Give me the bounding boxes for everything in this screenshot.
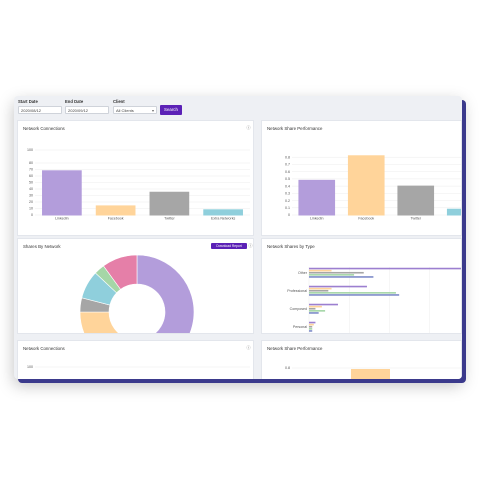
y-tick-label: 0.2 — [285, 199, 290, 203]
bar — [446, 208, 461, 216]
y-tick-label: 0.8 — [285, 366, 290, 370]
pie-slice — [103, 254, 138, 290]
shares-by-network-chart — [79, 254, 196, 333]
y-tick-label: 20 — [29, 200, 33, 204]
info-icon[interactable]: ⓘ — [248, 243, 253, 248]
info-icon[interactable]: ⓘ — [246, 125, 251, 130]
x-tick-label: Extra Networks — [211, 217, 236, 221]
bar — [397, 185, 435, 216]
bar — [149, 191, 190, 216]
x-tick-label: Facebook — [358, 217, 374, 221]
bar — [351, 369, 390, 379]
x-tick-label: Twitter — [164, 217, 175, 221]
client-select-value: All Clients — [116, 108, 134, 113]
network-connections-card-2: Network Connections ⓘ 100 — [17, 340, 254, 379]
x-tick-label: Facebook — [108, 217, 124, 221]
y-tick-label: 60 — [29, 174, 33, 178]
y-tick-label: 10 — [29, 207, 33, 211]
y-tick-label: 0.5 — [285, 177, 290, 181]
start-date-field[interactable]: 2020/08/12 — [18, 106, 62, 114]
network-connections-title-2: Network Connections — [23, 346, 65, 351]
network-shares-by-type-card: Network Shares by Type Other Professional… — [261, 238, 462, 334]
shares-by-network-card: Shares By Network Download Report ⓘ — [17, 238, 254, 334]
client-label: Client — [113, 99, 125, 104]
bar — [309, 307, 316, 310]
bar — [309, 271, 364, 274]
bar — [309, 312, 319, 314]
network-connections-card: Network Connections ⓘ 0 10 20 30 40 50 60 70 80 1… — [17, 120, 254, 236]
network-connections-title: Network Connections — [23, 126, 65, 131]
bar — [309, 303, 338, 306]
pie-slice — [136, 254, 195, 333]
y-tick-label: Composed — [290, 307, 307, 311]
y-tick-label: 70 — [29, 168, 33, 172]
network-share-performance-chart-2: 0.8 — [285, 366, 461, 379]
y-tick-label: Professional — [287, 289, 307, 293]
y-tick-label: 100 — [27, 148, 33, 152]
x-tick-label: Twitter — [410, 217, 421, 221]
bar — [309, 285, 367, 288]
network-shares-by-type-chart: Other Professional Composed Personal — [287, 267, 461, 333]
network-share-performance-title: Network Share Performance — [267, 126, 323, 131]
download-report-button[interactable]: Download Report — [211, 243, 247, 249]
dashboard-window: Start Date 2020/08/12 End Date 2020/09/1… — [14, 96, 462, 379]
start-date-label: Start Date — [18, 99, 38, 104]
info-icon[interactable]: ⓘ — [246, 345, 251, 350]
y-tick-label: Personal — [293, 325, 307, 329]
bar — [309, 267, 461, 270]
y-tick-label: 40 — [29, 187, 33, 191]
y-tick-label: 80 — [29, 161, 33, 165]
bar — [42, 170, 82, 216]
end-date-label: End Date — [65, 99, 84, 104]
network-share-performance-card: Network Share Performance 0 0.1 0.2 0.3 0.4 0… — [261, 120, 462, 236]
bar — [309, 330, 313, 332]
bar — [309, 305, 322, 308]
y-tick-label: 50 — [29, 181, 33, 185]
y-tick-label: 0 — [288, 213, 290, 217]
x-tick-label: LinkedIn — [55, 217, 69, 221]
y-tick-label: 0.8 — [285, 155, 290, 159]
bar — [95, 205, 136, 216]
bar — [309, 287, 332, 290]
y-tick-label: 0 — [31, 213, 33, 217]
x-tick-label: LinkedIn — [310, 217, 324, 221]
end-date-field[interactable]: 2020/09/12 — [65, 106, 109, 114]
bar — [298, 179, 336, 216]
y-tick-label: 0.3 — [285, 192, 290, 196]
network-share-performance-title-2: Network Share Performance — [267, 346, 323, 351]
y-tick-label: 0.6 — [285, 170, 290, 174]
bar — [309, 292, 396, 294]
bar — [309, 274, 355, 276]
shares-by-network-title: Shares By Network — [23, 244, 61, 249]
network-connections-chart-2: 100 — [27, 365, 250, 369]
bar — [309, 294, 400, 296]
bar — [203, 209, 243, 216]
bar — [309, 276, 374, 278]
filter-bar: Start Date 2020/08/12 End Date 2020/09/1… — [14, 96, 462, 118]
bar — [309, 325, 313, 328]
bar — [309, 289, 329, 292]
bar — [309, 269, 332, 272]
y-tick-label: Other — [298, 271, 308, 275]
calendar-icon — [188, 283, 196, 290]
bar — [309, 321, 316, 324]
search-button[interactable]: Search — [160, 105, 182, 115]
bar — [347, 155, 385, 216]
client-select[interactable]: All Clients — [113, 106, 157, 115]
y-tick-label: 0.4 — [285, 184, 290, 188]
y-tick-label: 100 — [27, 365, 33, 369]
y-tick-label: 30 — [29, 194, 33, 198]
bar — [309, 310, 326, 312]
pie-slice — [79, 311, 120, 333]
y-tick-label: 0.1 — [285, 206, 290, 210]
bar — [309, 328, 313, 330]
network-shares-by-type-title: Network Shares by Type — [267, 244, 315, 249]
network-connections-chart: 0 10 20 30 40 50 60 70 80 100 LinkedIn Facebook Twit… — [27, 148, 250, 221]
bar — [309, 323, 314, 326]
y-tick-label: 0.7 — [285, 163, 290, 167]
network-share-performance-chart: 0 0.1 0.2 0.3 0.4 0.5 0.6 0.7 0.8 LinkedIn Faceboo… — [285, 155, 461, 221]
network-share-performance-card-2: Network Share Performance 0.8 — [261, 340, 462, 379]
